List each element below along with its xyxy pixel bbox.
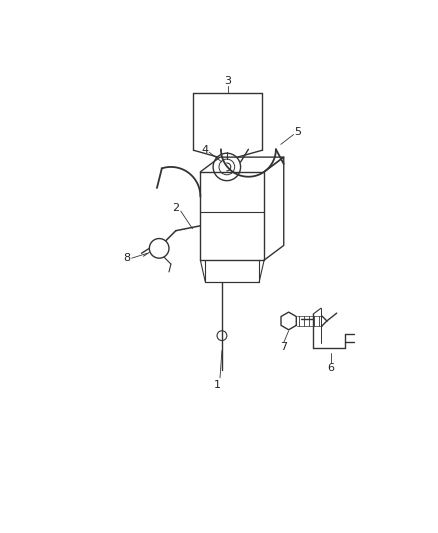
Text: 2: 2 xyxy=(172,203,180,213)
Text: 3: 3 xyxy=(224,76,231,86)
Text: 6: 6 xyxy=(327,363,334,373)
Text: 5: 5 xyxy=(294,127,301,136)
Text: 1: 1 xyxy=(214,379,221,390)
Text: 8: 8 xyxy=(123,253,131,263)
Text: 7: 7 xyxy=(280,342,287,352)
Text: 4: 4 xyxy=(202,146,209,155)
